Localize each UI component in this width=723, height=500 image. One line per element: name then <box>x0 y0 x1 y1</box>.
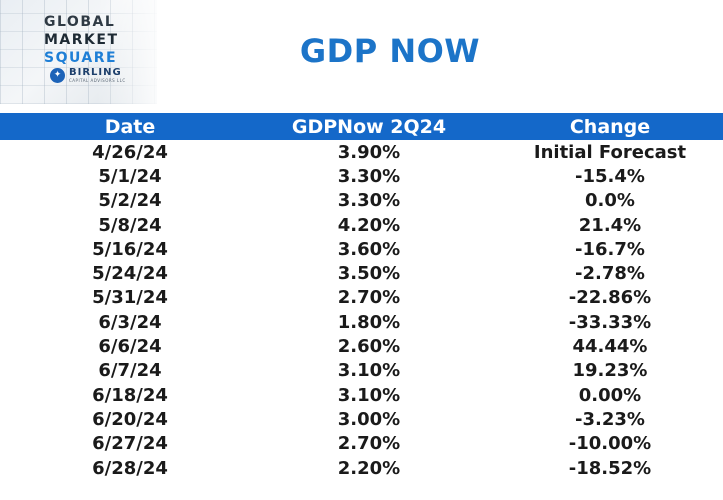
cell-change: -2.78% <box>575 263 645 285</box>
logo: GLOBAL MARKET SQUARE ✦ BIRLING CAPITAL A… <box>0 0 157 104</box>
table-row: 5/2/24 3.30% 0.0% <box>0 189 723 213</box>
gdpnow-table: Date GDPNow 2Q24 Change 4/26/24 3.90% Init… <box>0 113 723 480</box>
cell-gdpnow: 3.30% <box>337 190 401 212</box>
cell-date: 5/16/24 <box>92 238 168 260</box>
table-row: 6/20/24 3.00% -3.23% <box>0 407 723 431</box>
table-row: 6/7/24 3.10% 19.23% <box>0 359 723 383</box>
birling-name: BIRLING <box>69 67 122 78</box>
cell-change: -3.23% <box>575 408 645 430</box>
cell-change: 21.4% <box>578 214 642 236</box>
logo-line-1: GLOBAL <box>44 14 116 30</box>
header-change: Change <box>569 115 651 138</box>
cell-change: -18.52% <box>568 457 652 479</box>
cell-date: 6/28/24 <box>92 457 168 479</box>
table-row: 5/8/24 4.20% 21.4% <box>0 213 723 237</box>
cell-date: 6/20/24 <box>92 408 168 430</box>
table-row: 6/28/24 2.20% -18.52% <box>0 456 723 480</box>
table-row: 6/3/24 1.80% -33.33% <box>0 310 723 334</box>
cell-change: 44.44% <box>572 336 648 358</box>
cell-gdpnow: 3.00% <box>337 408 401 430</box>
table-row: 6/6/24 2.60% 44.44% <box>0 334 723 358</box>
birling-mark-icon: ✦ <box>50 67 65 83</box>
cell-gdpnow: 3.10% <box>337 360 401 382</box>
cell-gdpnow: 1.80% <box>337 311 401 333</box>
cell-date: 5/1/24 <box>98 165 162 187</box>
table-row: 6/18/24 3.10% 0.00% <box>0 383 723 407</box>
cell-gdpnow: 3.30% <box>337 165 401 187</box>
table-row: 5/31/24 2.70% -22.86% <box>0 286 723 310</box>
table-row: 5/16/24 3.60% -16.7% <box>0 237 723 261</box>
cell-change: Initial Forecast <box>533 141 687 163</box>
page-title: GDP NOW <box>299 32 481 70</box>
cell-change: 0.00% <box>578 384 642 406</box>
cell-date: 5/24/24 <box>92 263 168 285</box>
table-body: 4/26/24 3.90% Initial Forecast 5/1/24 3.30% -… <box>0 140 723 480</box>
cell-gdpnow: 3.10% <box>337 384 401 406</box>
cell-date: 6/7/24 <box>98 360 162 382</box>
table-row: 5/1/24 3.30% -15.4% <box>0 164 723 188</box>
cell-date: 5/2/24 <box>98 190 162 212</box>
cell-gdpnow: 3.50% <box>337 263 401 285</box>
table-row: 5/24/24 3.50% -2.78% <box>0 261 723 285</box>
cell-date: 4/26/24 <box>92 141 168 163</box>
cell-date: 6/18/24 <box>92 384 168 406</box>
cell-date: 5/31/24 <box>92 287 168 309</box>
logo-line-2: MARKET <box>44 32 119 48</box>
cell-gdpnow: 4.20% <box>337 214 401 236</box>
cell-gdpnow: 3.90% <box>337 141 401 163</box>
cell-date: 6/3/24 <box>98 311 162 333</box>
cell-change: -33.33% <box>568 311 652 333</box>
table-row: 4/26/24 3.90% Initial Forecast <box>0 140 723 164</box>
header-gdpnow: GDPNow 2Q24 <box>291 115 447 138</box>
cell-date: 6/27/24 <box>92 433 168 455</box>
logo-wordmark: GLOBAL MARKET SQUARE <box>44 13 119 67</box>
cell-gdpnow: 3.60% <box>337 238 401 260</box>
birling-brand: ✦ BIRLING CAPITAL ADVISORS LLC <box>50 67 126 83</box>
birling-tagline: CAPITAL ADVISORS LLC <box>69 78 126 83</box>
cell-date: 6/6/24 <box>98 336 162 358</box>
cell-change: -22.86% <box>568 287 652 309</box>
cell-gdpnow: 2.20% <box>337 457 401 479</box>
cell-change: -16.7% <box>575 238 645 260</box>
table-header: Date GDPNow 2Q24 Change <box>0 113 723 140</box>
cell-gdpnow: 2.70% <box>337 287 401 309</box>
cell-gdpnow: 2.60% <box>337 336 401 358</box>
table-row: 6/27/24 2.70% -10.00% <box>0 432 723 456</box>
logo-line-3: SQUARE <box>44 50 118 66</box>
cell-change: 19.23% <box>572 360 648 382</box>
cell-change: -10.00% <box>568 433 652 455</box>
cell-date: 5/8/24 <box>98 214 162 236</box>
header-date: Date <box>104 115 156 138</box>
cell-change: -15.4% <box>575 165 645 187</box>
cell-change: 0.0% <box>585 190 635 212</box>
cell-gdpnow: 2.70% <box>337 433 401 455</box>
